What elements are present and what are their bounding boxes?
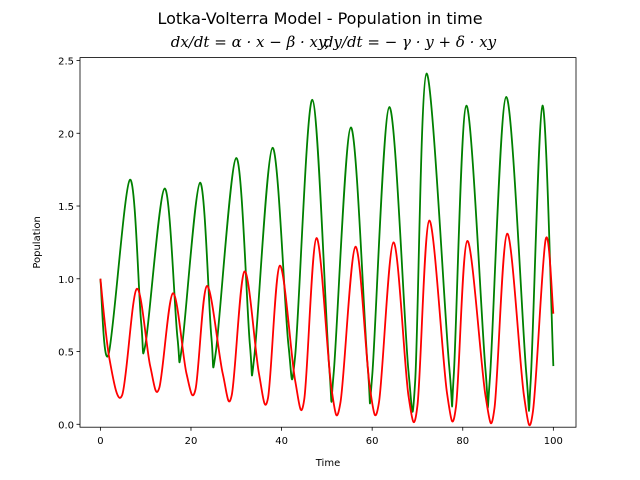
plot-area: [99, 72, 555, 427]
x-tick-label: 40: [275, 436, 288, 447]
chart-subtitle-dy: dy/dt = − γ · y + δ · xy: [324, 33, 497, 51]
chart-subtitle-dx: dx/dt = α · x − β · xy,: [171, 33, 330, 51]
x-tick-label: 60: [366, 436, 379, 447]
y-tick-label: 1.5: [58, 202, 74, 213]
axes-frame: [79, 57, 577, 428]
y-tick-label: 2.0: [58, 129, 74, 140]
y-tick-label: 0.5: [58, 348, 74, 359]
x-tick-label: 20: [185, 436, 198, 447]
x-tick-label: 0: [97, 436, 103, 447]
x-tick-label: 100: [544, 436, 563, 447]
axis-ticks: 0 20 40 60 80 100 0.0 0.5 1.0 1.5 2.0 2.5: [58, 57, 563, 448]
y-tick-label: 0.0: [58, 420, 74, 431]
series-line-1: [99, 219, 555, 427]
y-tick-label: 1.0: [58, 275, 74, 286]
series-line-0: [99, 72, 555, 413]
y-tick-label: 2.5: [58, 57, 74, 68]
x-axis-label: Time: [315, 458, 340, 469]
x-tick-label: 80: [456, 436, 469, 447]
y-axis-label: Population: [32, 216, 43, 269]
chart-title: Lotka-Volterra Model - Population in tim…: [157, 9, 482, 28]
